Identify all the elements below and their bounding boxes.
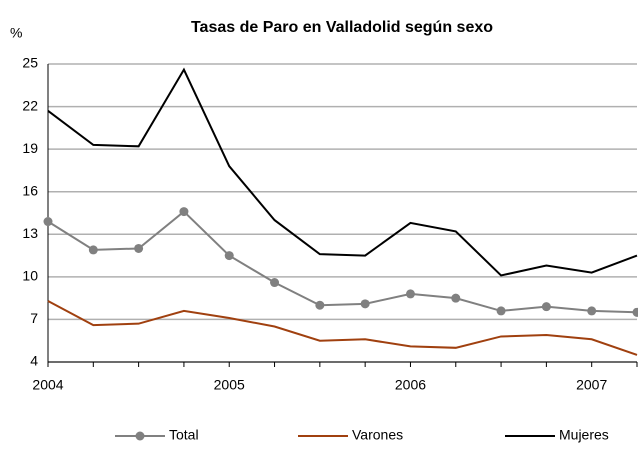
- y-tick-label: 16: [22, 182, 38, 198]
- point: [361, 299, 370, 308]
- series-line: [48, 70, 637, 276]
- series-line: [48, 212, 637, 313]
- legend-label: Varones: [352, 427, 403, 443]
- y-tick-label: 25: [22, 55, 38, 71]
- point: [134, 244, 143, 253]
- point: [44, 217, 53, 226]
- y-tick-label: 4: [30, 353, 38, 369]
- point: [587, 306, 596, 315]
- point: [451, 294, 460, 303]
- x-tick-label: 2006: [395, 377, 426, 393]
- y-tick-label: 13: [22, 225, 38, 241]
- point: [179, 207, 188, 216]
- point: [406, 289, 415, 298]
- y-tick-label: 7: [30, 310, 38, 326]
- x-tick-label: 2004: [32, 377, 63, 393]
- point: [89, 245, 98, 254]
- legend-label: Total: [169, 427, 199, 443]
- y-tick-label: 10: [22, 268, 38, 284]
- point: [315, 301, 324, 310]
- point: [225, 251, 234, 260]
- x-tick-label: 2005: [214, 377, 245, 393]
- point: [497, 306, 506, 315]
- legend-marker: [136, 432, 145, 441]
- x-tick-label: 2007: [576, 377, 607, 393]
- point: [633, 308, 638, 317]
- chart-title: Tasas de Paro en Valladolid según sexo: [191, 19, 493, 36]
- y-tick-label: 22: [22, 97, 38, 113]
- point: [270, 278, 279, 287]
- y-tick-label: 19: [22, 140, 38, 156]
- point: [542, 302, 551, 311]
- legend-label: Mujeres: [559, 427, 609, 443]
- y-axis-label: %: [10, 25, 22, 41]
